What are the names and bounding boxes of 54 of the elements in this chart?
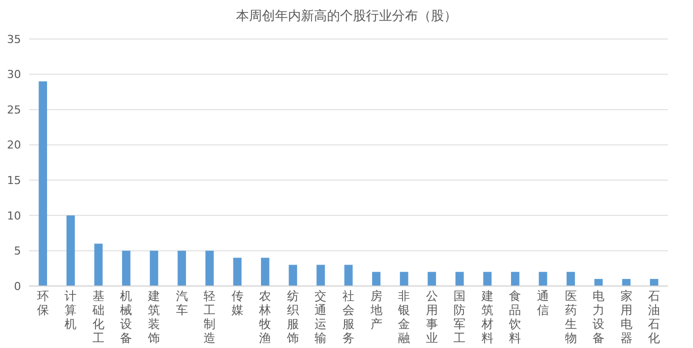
x-tick-label: 轻工制造 xyxy=(204,289,216,345)
y-tick-label: 20 xyxy=(7,138,21,152)
x-tick-label: 农林牧渔 xyxy=(258,289,272,345)
x-tick-label: 房地产 xyxy=(369,289,382,331)
x-tick-label: 电力设备 xyxy=(592,289,605,345)
bar xyxy=(622,278,630,286)
bar xyxy=(260,258,270,286)
bar xyxy=(483,272,492,286)
x-tick-label: 环保 xyxy=(36,289,49,317)
chart-title: 本周创年内新高的个股行业分布（股） xyxy=(236,8,457,24)
bar xyxy=(205,250,214,286)
x-tick-label: 医药生物 xyxy=(564,289,577,345)
x-tick-label: 汽车 xyxy=(176,289,188,317)
y-tick-label: 10 xyxy=(7,209,21,222)
y-tick-label: 15 xyxy=(7,174,21,187)
bar xyxy=(66,215,75,286)
bar xyxy=(288,264,298,286)
x-tick-label: 计算机 xyxy=(64,289,77,331)
x-tick-label: 基础化工 xyxy=(91,289,104,345)
x-tick-label: 交通运输 xyxy=(314,289,327,345)
bar xyxy=(428,272,436,286)
x-tick-label: 机械设备 xyxy=(120,289,132,345)
y-tick-label: 0 xyxy=(14,280,21,293)
x-tick-label: 食品饮料 xyxy=(508,289,522,345)
bar xyxy=(455,272,464,286)
bar xyxy=(538,272,548,286)
x-tick-label: 公用事业 xyxy=(426,289,438,345)
x-tick-label: 传媒 xyxy=(231,289,244,317)
x-tick-label: 建筑材料 xyxy=(480,289,494,345)
x-tick-label: 建筑装饰 xyxy=(147,289,160,345)
bar xyxy=(511,272,520,286)
y-tick-label: 35 xyxy=(7,32,21,46)
bar xyxy=(94,244,103,286)
bar xyxy=(316,264,325,286)
y-tick-label: 25 xyxy=(7,103,21,116)
x-tick-label: 非银金融 xyxy=(397,289,410,345)
x-tick-label: 国防军工 xyxy=(454,289,466,345)
bar xyxy=(400,272,408,286)
bar xyxy=(122,250,130,286)
bar xyxy=(566,272,575,286)
bar xyxy=(650,278,658,286)
bar xyxy=(344,264,353,286)
y-tick-label: 30 xyxy=(7,68,21,82)
x-tick-label: 通信 xyxy=(536,289,549,317)
x-tick-label: 社会服务 xyxy=(342,289,354,345)
bar xyxy=(233,258,242,286)
x-tick-label: 家用电器 xyxy=(620,289,632,345)
bar xyxy=(150,250,158,286)
y-tick-label: 5 xyxy=(14,244,21,258)
bar xyxy=(38,81,48,286)
x-tick-label: 纺织服饰 xyxy=(286,289,299,345)
bar xyxy=(372,272,380,286)
bar xyxy=(178,250,186,286)
x-tick-label: 石油石化 xyxy=(648,289,660,345)
